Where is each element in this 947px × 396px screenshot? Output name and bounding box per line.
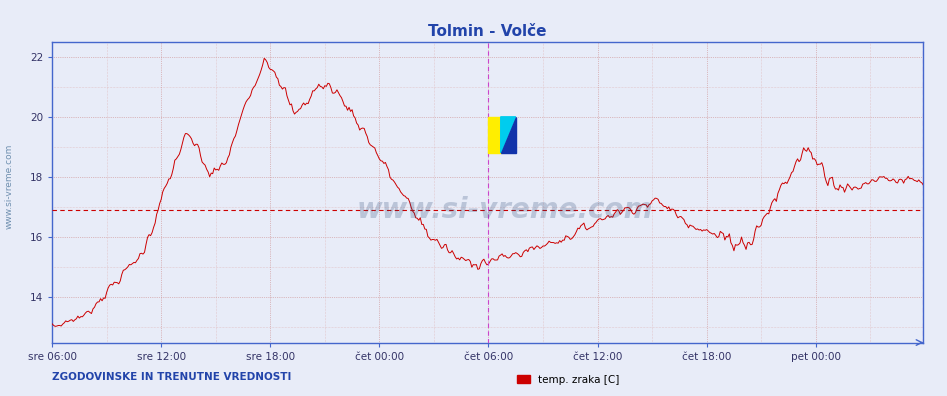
Bar bbox=[489, 117, 501, 153]
Legend: temp. zraka [C]: temp. zraka [C] bbox=[513, 371, 623, 389]
Text: ZGODOVINSKE IN TRENUTNE VREDNOSTI: ZGODOVINSKE IN TRENUTNE VREDNOSTI bbox=[52, 372, 292, 382]
Text: www.si-vreme.com: www.si-vreme.com bbox=[5, 143, 14, 229]
Polygon shape bbox=[501, 117, 516, 153]
Polygon shape bbox=[501, 117, 516, 153]
Text: www.si-vreme.com: www.si-vreme.com bbox=[357, 196, 653, 224]
Title: Tolmin - Volče: Tolmin - Volče bbox=[428, 24, 547, 39]
